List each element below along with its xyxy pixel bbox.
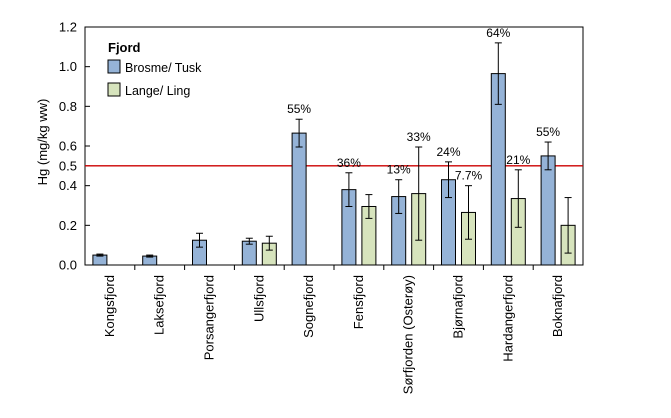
legend-label-ling: Lange/ Ling [125, 84, 190, 98]
y-axis-label: Hg (mg/kg ww) [35, 99, 50, 186]
percent-label: 55% [287, 102, 311, 116]
bar-tusk [540, 155, 556, 266]
y-tick-label: 0.0 [59, 258, 77, 273]
percent-label: 24% [436, 145, 460, 159]
legend-title: Fjord [108, 40, 141, 55]
percent-label: 13% [387, 163, 411, 177]
x-category-label: Porsangerfjord [202, 275, 217, 360]
y-tick-label: 1.0 [59, 59, 77, 74]
legend-swatch-ling [107, 82, 121, 97]
y-tick-label: 0.8 [59, 99, 77, 114]
x-category-label: Ullsfjord [251, 275, 266, 322]
x-category-label: Bjørnafjord [451, 275, 466, 339]
legend-label-tusk: Brosme/ Tusk [125, 61, 202, 75]
y-tick-label: 0.4 [59, 178, 77, 193]
plot-area: 0.0 0.2 0.4 0.5 0.6 0.8 1.0 1.2 55% 36% 13% 24% 64% 5… [59, 20, 584, 394]
percent-label: 33% [407, 130, 431, 144]
percent-label: 36% [337, 156, 361, 170]
y-tick-label: 0.2 [59, 218, 77, 233]
percent-label: 64% [486, 26, 510, 40]
x-category-label: Kongsfjord [102, 275, 117, 337]
percent-label: 21% [506, 153, 530, 167]
legend-swatch-tusk [107, 59, 121, 74]
x-category-label: Sognefjord [301, 275, 316, 338]
x-category-label: Laksefjord [152, 275, 167, 335]
bar-tusk [241, 240, 257, 266]
legend: Fjord Brosme/ Tusk Lange/ Ling [107, 40, 202, 98]
bar-tusk [291, 132, 307, 266]
percent-label: 7.7% [455, 169, 483, 183]
y-tick-label: 0.5 [59, 158, 77, 173]
x-category-label: Boknafjord [550, 275, 565, 337]
y-tick-label: 0.6 [59, 139, 77, 154]
x-category-label: Sørfjorden (Osterøy) [401, 275, 416, 394]
y-tick-label: 1.2 [59, 20, 77, 35]
x-category-label: Hardangerfjord [500, 275, 515, 362]
x-category-label: Fensfjord [351, 275, 366, 329]
percent-label: 55% [536, 125, 560, 139]
